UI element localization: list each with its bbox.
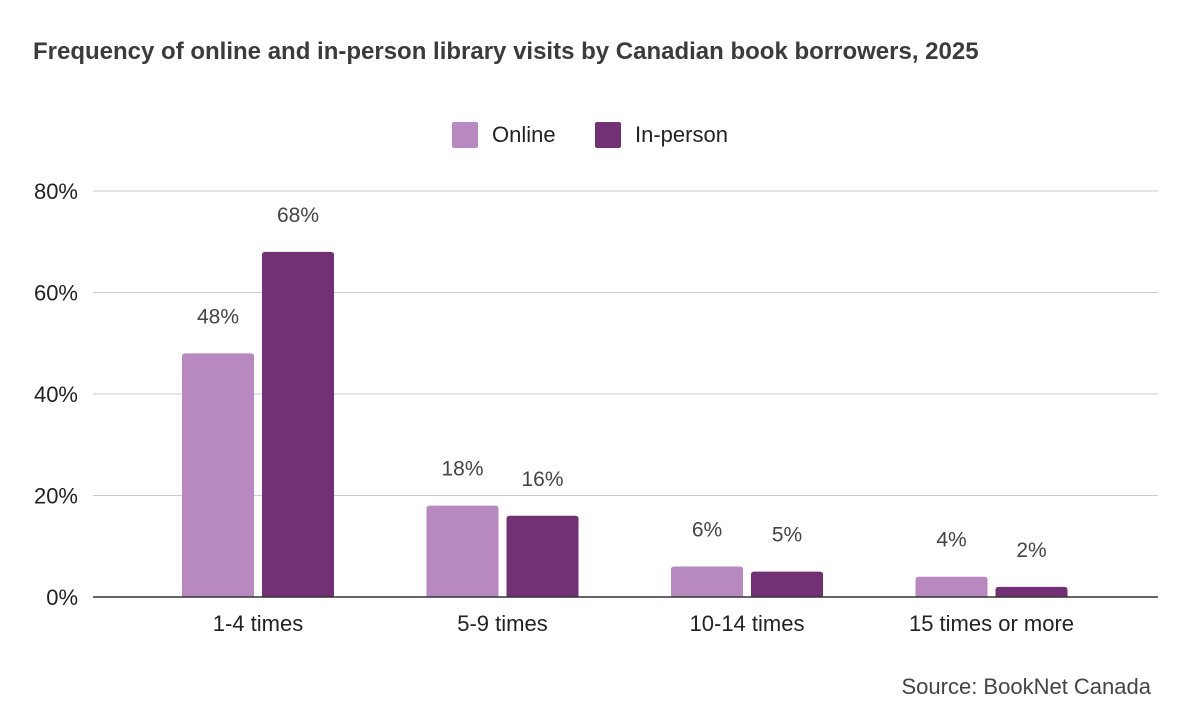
x-tick-label: 10-14 times	[690, 611, 805, 636]
bar-online	[182, 353, 254, 597]
legend-label-in-person: In-person	[635, 122, 728, 147]
x-tick-label: 1-4 times	[213, 611, 303, 636]
x-tick-label: 5-9 times	[457, 611, 547, 636]
data-label: 4%	[936, 529, 966, 552]
bar-online	[426, 505, 499, 597]
y-tick-label: 80%	[34, 179, 78, 204]
bar-in-person	[995, 586, 1068, 597]
y-tick-label: 0%	[46, 585, 78, 610]
legend: Online In-person	[0, 122, 1187, 154]
legend-item-in-person: In-person	[595, 122, 728, 148]
data-label: 18%	[441, 458, 483, 481]
chart-title: Frequency of online and in-person librar…	[33, 38, 979, 65]
data-label: 5%	[772, 524, 802, 547]
legend-swatch-in-person	[595, 122, 621, 148]
data-label: 6%	[692, 519, 722, 542]
bar-online	[915, 576, 988, 597]
data-label: 2%	[1016, 539, 1046, 562]
legend-swatch-online	[452, 122, 478, 148]
bar-in-person	[262, 251, 334, 597]
y-tick-label: 20%	[34, 484, 78, 509]
bar-in-person	[751, 571, 823, 597]
bar-in-person	[506, 515, 579, 597]
legend-label-online: Online	[492, 122, 556, 147]
data-label: 48%	[197, 305, 239, 328]
y-tick-label: 40%	[34, 382, 78, 407]
y-tick-label: 60%	[34, 281, 78, 306]
x-tick-label: 15 times or more	[909, 611, 1074, 636]
data-label: 16%	[521, 468, 563, 491]
legend-item-online: Online	[452, 122, 556, 148]
source-note: Source: BookNet Canada	[901, 674, 1152, 699]
data-label: 68%	[277, 204, 319, 227]
bar-online	[671, 566, 743, 597]
